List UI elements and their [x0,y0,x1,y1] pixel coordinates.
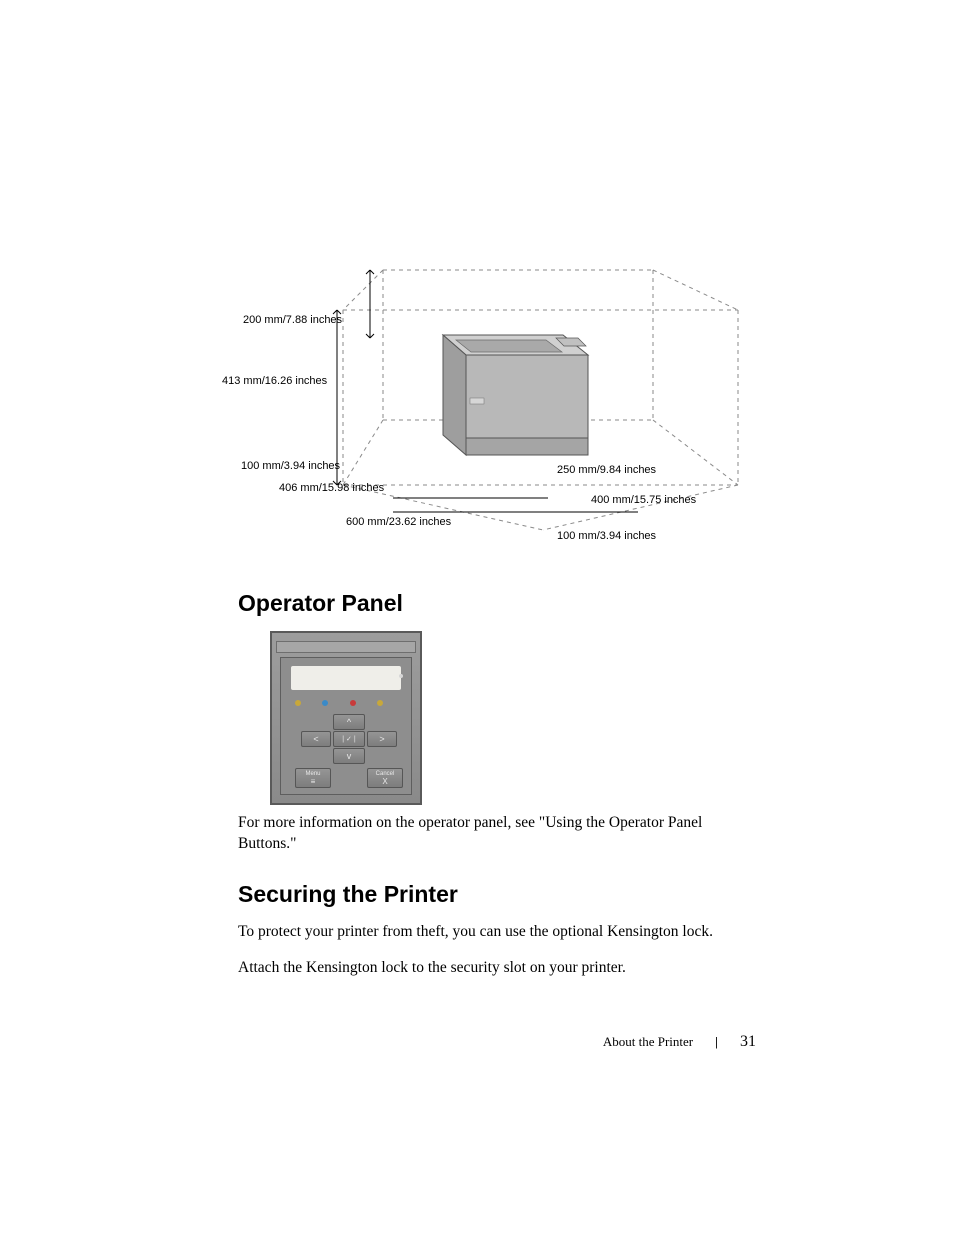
operator-panel-frame: ^ < | ✓ | > v Menu ≡ Cancel X [270,631,422,805]
footer-page-number: 31 [740,1033,756,1050]
securing-text-2: Attach the Kensington lock to the securi… [238,958,758,979]
nav-left-button[interactable]: < [301,731,331,747]
operator-panel-indicator-dot [399,674,403,678]
operator-panel-led-row [295,698,383,708]
menu-icon: ≡ [311,777,316,786]
cancel-icon: X [382,777,387,786]
heading-operator-panel: Operator Panel [238,590,758,617]
nav-up-button[interactable]: ^ [333,714,365,730]
dim-label-left-clear: 100 mm/3.94 inches [241,460,340,472]
operator-panel-inner: ^ < | ✓ | > v Menu ≡ Cancel X [280,657,412,795]
heading-securing-printer: Securing the Printer [238,881,758,908]
toner-led-yellow [295,700,301,706]
toner-led-cyan [322,700,328,706]
dim-label-depth-total: 600 mm/23.62 inches [346,516,451,528]
menu-button[interactable]: Menu ≡ [295,768,331,788]
dim-label-side-height: 413 mm/16.26 inches [222,375,327,387]
cancel-button[interactable]: Cancel X [367,768,403,788]
operator-panel-lcd [291,666,401,690]
document-page: 200 mm/7.88 inches 413 mm/16.26 inches 1… [0,0,954,1235]
nav-ok-button[interactable]: | ✓ | [333,731,365,747]
content-column: 200 mm/7.88 inches 413 mm/16.26 inches 1… [238,250,758,995]
dim-label-top-height: 200 mm/7.88 inches [243,314,342,326]
nav-down-button[interactable]: v [333,748,365,764]
toner-led-black [377,700,383,706]
dim-label-right-clear: 250 mm/9.84 inches [557,464,656,476]
footer-section-title: About the Printer [603,1034,693,1049]
operator-panel-figure: ^ < | ✓ | > v Menu ≡ Cancel X [270,631,758,805]
dimension-diagram: 200 mm/7.88 inches 413 mm/16.26 inches 1… [238,250,758,550]
dim-label-width: 406 mm/15.98 inches [279,482,384,494]
footer-divider: | [715,1034,718,1049]
nav-right-button[interactable]: > [367,731,397,747]
securing-text-1: To protect your printer from theft, you … [238,922,758,943]
page-footer: About the Printer | 31 [603,1033,756,1051]
dim-label-front-clear: 400 mm/15.75 inches [591,494,696,506]
dim-label-bottom-right: 100 mm/3.94 inches [557,530,656,542]
operator-panel-info-text: For more information on the operator pan… [238,813,758,855]
operator-panel-top-strip [276,641,416,653]
toner-led-magenta [350,700,356,706]
